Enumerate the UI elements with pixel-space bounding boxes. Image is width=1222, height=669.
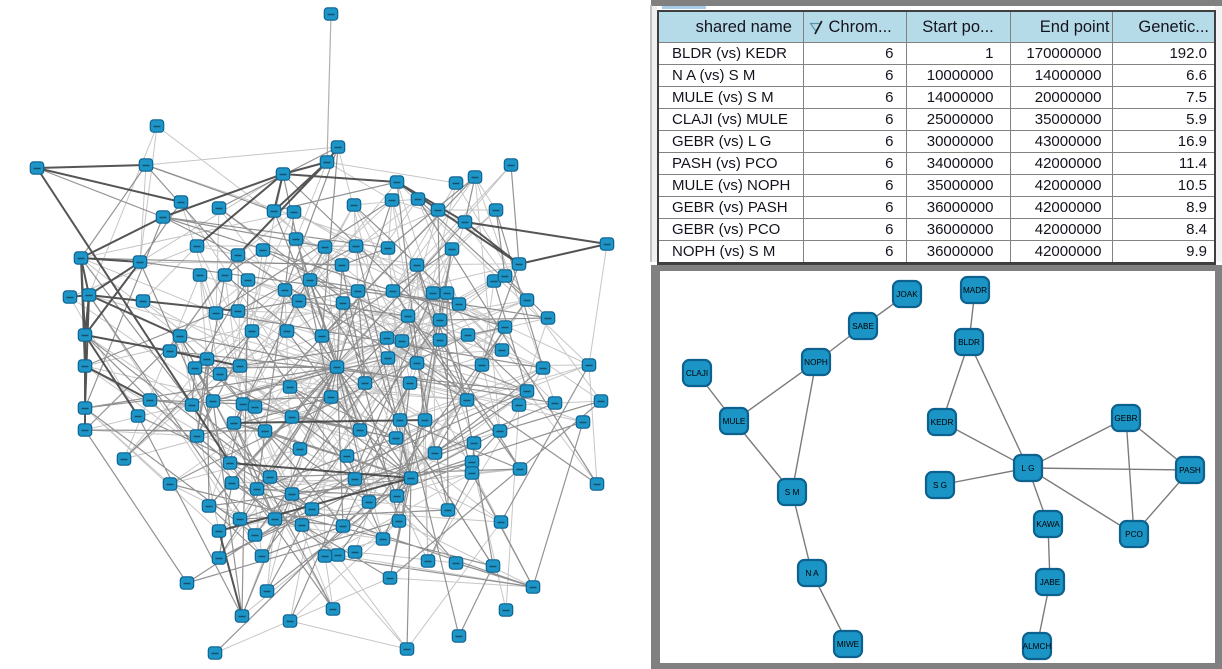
svg-text:GEBR: GEBR: [1114, 414, 1137, 423]
svg-text:PCO: PCO: [1125, 530, 1143, 539]
svg-text:NOPH: NOPH: [804, 358, 828, 367]
svg-text:N A: N A: [805, 569, 819, 578]
svg-text:PASH: PASH: [1179, 466, 1201, 475]
svg-text:S M: S M: [785, 488, 800, 497]
svg-text:BLDR: BLDR: [958, 338, 980, 347]
svg-text:KAWA: KAWA: [1036, 520, 1060, 529]
svg-text:MADR: MADR: [963, 286, 987, 295]
svg-text:MULE: MULE: [723, 417, 746, 426]
svg-text:KEDR: KEDR: [931, 418, 954, 427]
svg-text:JABE: JABE: [1040, 578, 1061, 587]
svg-text:SABE: SABE: [852, 322, 874, 331]
svg-text:S G: S G: [933, 481, 947, 490]
svg-text:L G: L G: [1022, 464, 1035, 473]
svg-text:ALMCH: ALMCH: [1023, 642, 1052, 651]
svg-text:CLAJI: CLAJI: [686, 369, 708, 378]
svg-text:JOAK: JOAK: [896, 290, 918, 299]
svg-text:MIWE: MIWE: [837, 640, 860, 649]
